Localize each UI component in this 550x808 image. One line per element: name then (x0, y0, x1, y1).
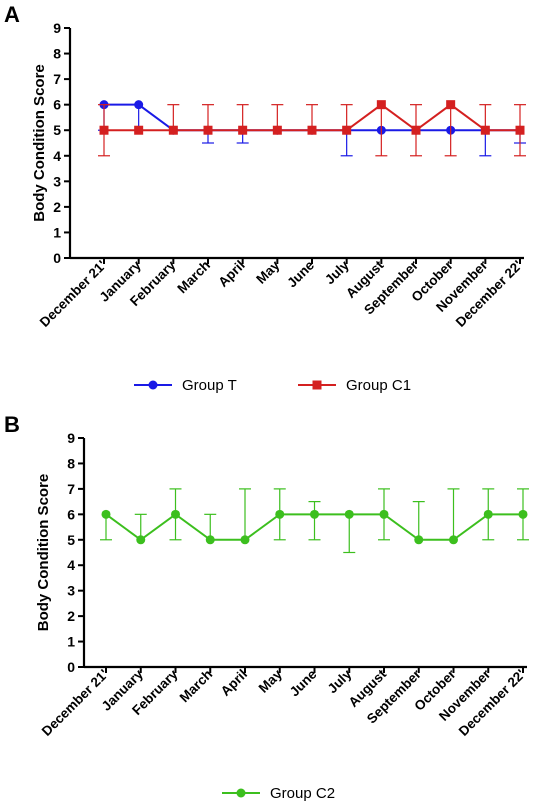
data-point (168, 125, 178, 135)
y-tick-label: 7 (67, 481, 75, 497)
data-point (379, 509, 389, 519)
data-point (272, 125, 282, 135)
y-tick-label: 2 (53, 199, 61, 215)
y-tick-label: 5 (67, 532, 75, 548)
x-tick-label: May (256, 666, 286, 696)
y-tick-label: 6 (67, 506, 75, 522)
y-tick-label: 9 (53, 20, 61, 36)
data-point (515, 125, 525, 135)
y-tick-label: 8 (67, 455, 75, 471)
panel-letter: A (4, 2, 20, 27)
y-tick-label: 9 (67, 430, 75, 446)
data-point (376, 100, 386, 110)
x-tick-label: March (177, 667, 216, 706)
y-tick-label: 4 (53, 148, 61, 164)
y-tick-label: 2 (67, 608, 75, 624)
data-point (414, 535, 424, 545)
x-tick-label: March (174, 258, 213, 297)
data-point (99, 125, 109, 135)
data-point (449, 535, 458, 545)
data-point (411, 125, 421, 135)
y-tick-label: 6 (53, 97, 61, 113)
legend-label: Group T (182, 377, 237, 394)
y-tick-label: 8 (53, 46, 61, 62)
y-tick-label: 0 (53, 250, 61, 266)
y-tick-label: 7 (53, 71, 61, 87)
data-point (134, 100, 144, 110)
y-tick-label: 1 (67, 634, 75, 650)
data-point (134, 125, 144, 135)
data-point (342, 125, 352, 135)
data-point (240, 535, 250, 545)
data-point (171, 509, 180, 519)
data-point (238, 125, 248, 135)
data-point (205, 535, 215, 545)
y-tick-label: 5 (53, 122, 61, 138)
y-tick-label: 3 (67, 583, 75, 599)
data-point (275, 509, 285, 519)
data-point (518, 509, 528, 519)
data-point (101, 509, 111, 519)
x-tick-label: May (253, 257, 283, 287)
legend-marker (312, 380, 322, 390)
y-tick-label: 4 (67, 557, 75, 573)
y-tick-label: 0 (67, 659, 75, 675)
data-point (203, 125, 213, 135)
y-axis-title: Body Condition Score (35, 474, 52, 632)
data-point (136, 535, 146, 545)
data-point (480, 125, 490, 135)
data-point (310, 509, 319, 519)
legend-marker (236, 788, 246, 798)
data-point (483, 509, 493, 519)
panel-letter: B (4, 412, 20, 437)
data-point (344, 509, 354, 519)
y-tick-label: 3 (53, 173, 61, 189)
legend-marker (148, 380, 158, 390)
legend-label: Group C1 (346, 377, 411, 394)
data-point (307, 125, 317, 135)
legend-label: Group C2 (270, 785, 335, 802)
data-point (446, 100, 456, 110)
y-tick-label: 1 (53, 224, 61, 240)
y-axis-title: Body Condition Score (31, 64, 48, 222)
